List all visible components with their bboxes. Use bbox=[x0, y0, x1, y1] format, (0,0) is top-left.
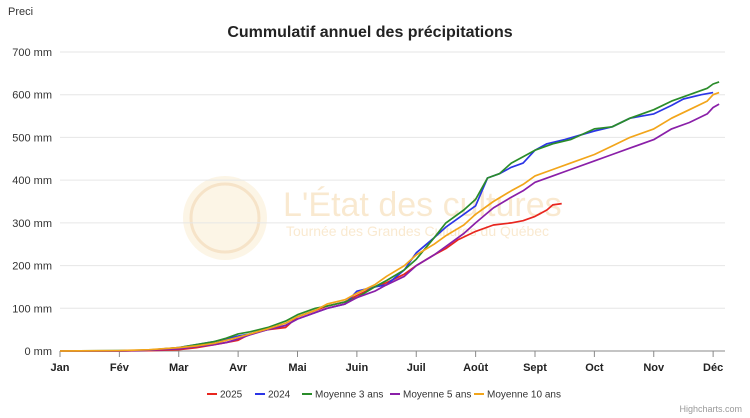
x-tick-label: Juin bbox=[346, 362, 369, 374]
series-lines bbox=[59, 81, 720, 352]
legend-label: 2025 bbox=[220, 390, 243, 401]
legend-item[interactable]: 2025 bbox=[207, 390, 243, 401]
legend-label: Moyenne 5 ans bbox=[403, 390, 471, 401]
x-tick-label: Oct bbox=[585, 362, 604, 374]
x-tick-label: Sept bbox=[523, 362, 547, 374]
legend-label: 2024 bbox=[268, 390, 291, 401]
x-tick-label: Mar bbox=[169, 362, 189, 374]
x-tick-label: Déc bbox=[703, 362, 723, 374]
legend-item[interactable]: Moyenne 10 ans bbox=[474, 390, 561, 401]
y-tick-label: 600 mm bbox=[12, 90, 52, 102]
y-axis: 0 mm 100 mm 200 mm 300 mm 400 mm 500 mm 600 mm… bbox=[12, 47, 52, 358]
legend-item[interactable]: Moyenne 5 ans bbox=[390, 390, 471, 401]
series-line[interactable] bbox=[59, 91, 720, 352]
y-tick-label: 100 mm bbox=[12, 303, 52, 315]
series-line[interactable] bbox=[60, 103, 720, 352]
chart-title: Cummulatif annuel des précipitations bbox=[227, 24, 512, 41]
legend-item[interactable]: 2024 bbox=[255, 390, 291, 401]
corner-label: Preci bbox=[8, 6, 34, 18]
x-tick-label: Avr bbox=[229, 362, 248, 374]
x-tick-label: Août bbox=[463, 362, 488, 374]
watermark-title: L'État des cultures bbox=[283, 186, 562, 224]
x-tick-label: Mai bbox=[288, 362, 306, 374]
x-tick-label: Fév bbox=[110, 362, 130, 374]
series-line[interactable] bbox=[59, 81, 720, 352]
legend-item[interactable]: Moyenne 3 ans bbox=[302, 390, 383, 401]
y-tick-label: 300 mm bbox=[12, 218, 52, 230]
legend: 2025 2024 Moyenne 3 ans Moyenne 5 ans Moyenn… bbox=[207, 390, 561, 401]
y-tick-label: 400 mm bbox=[12, 175, 52, 187]
y-tick-label: 500 mm bbox=[12, 132, 52, 144]
legend-label: Moyenne 10 ans bbox=[487, 390, 561, 401]
y-tick-label: 700 mm bbox=[12, 47, 52, 59]
x-axis: Jan Fév Mar Avr Mai Juin Juil Août Sept Oct Nov Déc bbox=[51, 350, 725, 374]
y-tick-label: 200 mm bbox=[12, 261, 52, 273]
watermark-subtitle: Tournée des Grandes Cultures du Québec bbox=[286, 223, 549, 239]
x-tick-label: Jan bbox=[51, 362, 70, 374]
credits[interactable]: Highcharts.com bbox=[679, 404, 742, 414]
x-tick-label: Nov bbox=[643, 362, 665, 374]
legend-label: Moyenne 3 ans bbox=[315, 390, 383, 401]
watermark-logo: L'État des cultures Tournée des Grandes … bbox=[183, 176, 562, 260]
x-tick-label: Juil bbox=[407, 362, 426, 374]
y-tick-label: 0 mm bbox=[25, 346, 53, 358]
grid-lines bbox=[60, 51, 725, 352]
